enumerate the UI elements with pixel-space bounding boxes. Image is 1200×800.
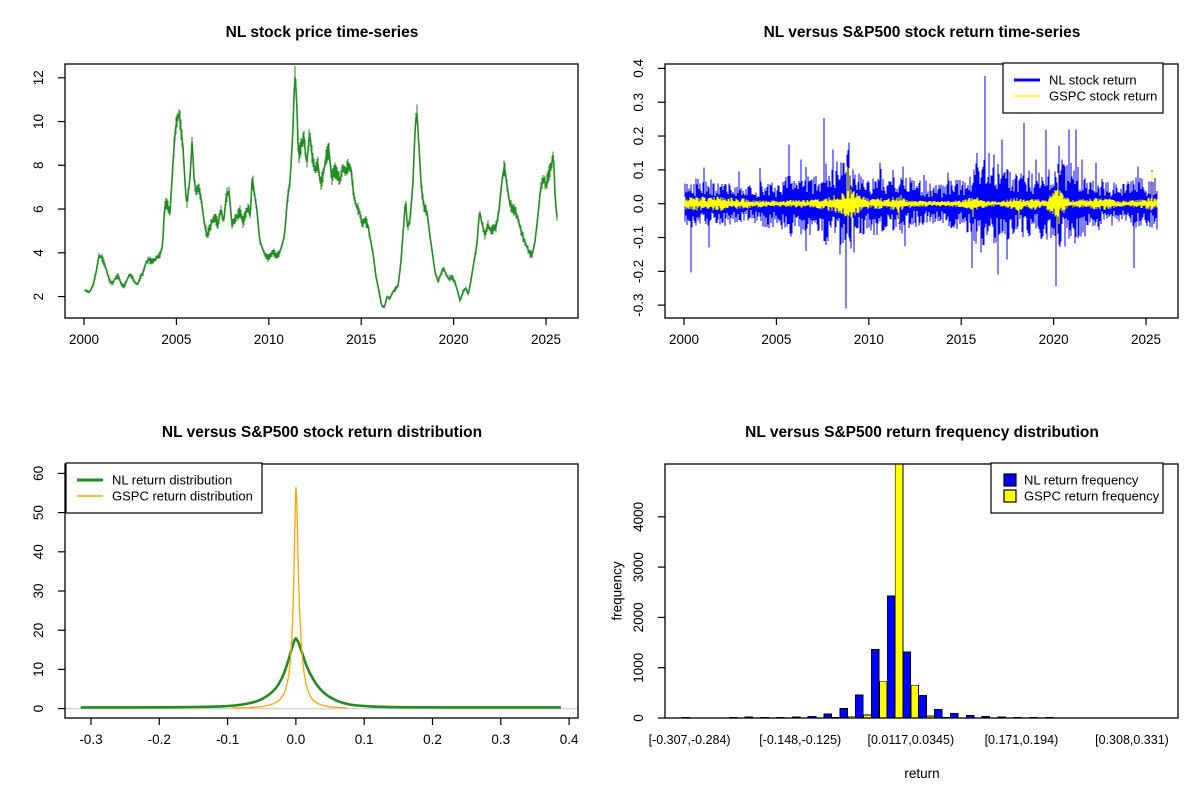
- svg-text:[-0.148,-0.125): [-0.148,-0.125): [759, 733, 841, 747]
- svg-text:0.3: 0.3: [491, 732, 510, 747]
- frequency-y-axis-label: frequency: [609, 561, 625, 621]
- distribution-chart-title: NL versus S&P500 stock return distributi…: [161, 424, 483, 441]
- svg-text:2000: 2000: [631, 602, 646, 632]
- price-series: [84, 66, 558, 309]
- plot-box: [664, 63, 1179, 319]
- bar-x-labels: [-0.307,-0.284) [-0.148,-0.125) [0.0117,0.…: [649, 733, 1169, 747]
- distribution-chart-panel: -0.3 -0.2 -0.1 0.0 0.1 0.2 0.3 0.4 0 10 20 30 40 50 60…: [0, 400, 600, 800]
- svg-text:20: 20: [31, 623, 46, 638]
- svg-text:2000: 2000: [69, 332, 99, 347]
- returns-chart-canvas: 2000 2005 2010 2015 2020 2025 -0.3 -0.2 -0.1 0.0 0…: [631, 59, 1179, 347]
- svg-text:0.4: 0.4: [631, 59, 646, 78]
- returns-chart-panel: 2000 2005 2010 2015 2020 2025 -0.3 -0.2 -0.1 0.0 0…: [600, 0, 1200, 400]
- svg-text:3000: 3000: [631, 552, 646, 582]
- svg-text:-0.2: -0.2: [631, 260, 646, 283]
- svg-text:[0.0117,0.0345): [0.0117,0.0345): [867, 733, 954, 747]
- frequency-x-axis-label: return: [904, 766, 940, 781]
- svg-text:40: 40: [31, 544, 46, 559]
- svg-text:2015: 2015: [946, 332, 976, 347]
- price-chart-canvas: 2000 2005 2010 2015 2020 2025 2 4 6 8 10 12: [31, 63, 579, 347]
- price-chart-title: NL stock price time-series: [225, 24, 419, 41]
- svg-text:-0.3: -0.3: [631, 294, 646, 317]
- frequency-chart-panel: [-0.307,-0.284) [-0.148,-0.125) [0.0117,0.…: [600, 400, 1200, 800]
- svg-text:0.2: 0.2: [631, 127, 646, 146]
- svg-text:2020: 2020: [1039, 332, 1069, 347]
- svg-text:0.4: 0.4: [560, 732, 579, 747]
- svg-text:GSPC return frequency: GSPC return frequency: [1024, 489, 1160, 504]
- svg-text:2005: 2005: [761, 332, 791, 347]
- svg-text:-0.3: -0.3: [79, 732, 102, 747]
- svg-text:30: 30: [31, 583, 46, 598]
- svg-text:1000: 1000: [631, 653, 646, 683]
- svg-text:4000: 4000: [631, 502, 646, 532]
- svg-text:60: 60: [31, 466, 46, 481]
- svg-text:0: 0: [31, 705, 46, 713]
- price-chart-panel: 2000 2005 2010 2015 2020 2025 2 4 6 8 10 12 NL stoc…: [0, 0, 600, 400]
- svg-text:10: 10: [31, 662, 46, 677]
- svg-text:NL return frequency: NL return frequency: [1024, 473, 1139, 488]
- svg-text:GSPC return distribution: GSPC return distribution: [112, 489, 253, 504]
- plot-box: [64, 63, 579, 319]
- svg-text:NL stock return: NL stock return: [1049, 73, 1137, 88]
- svg-text:-0.2: -0.2: [148, 732, 171, 747]
- frequency-chart-title: NL versus S&P500 return frequency distri…: [745, 424, 1099, 441]
- svg-text:0.0: 0.0: [631, 194, 646, 213]
- svg-text:0.2: 0.2: [423, 732, 442, 747]
- svg-text:2025: 2025: [1131, 332, 1161, 347]
- svg-text:2000: 2000: [669, 332, 699, 347]
- svg-text:50: 50: [31, 505, 46, 520]
- distribution-chart-canvas: -0.3 -0.2 -0.1 0.0 0.1 0.2 0.3 0.4 0 10 20 30 40 50 60…: [31, 462, 579, 747]
- svg-text:[0.308,0.331): [0.308,0.331): [1095, 733, 1169, 747]
- gspc-return-series: [684, 166, 1158, 236]
- svg-text:0.1: 0.1: [355, 732, 374, 747]
- svg-text:8: 8: [31, 162, 46, 170]
- svg-text:6: 6: [31, 205, 46, 213]
- returns-chart-title: NL versus S&P500 stock return time-serie…: [763, 24, 1081, 41]
- svg-text:2005: 2005: [161, 332, 191, 347]
- svg-text:2020: 2020: [439, 332, 469, 347]
- svg-text:10: 10: [31, 114, 46, 129]
- svg-text:4: 4: [31, 249, 46, 257]
- svg-text:GSPC stock return: GSPC stock return: [1049, 89, 1157, 104]
- svg-text:2010: 2010: [854, 332, 884, 347]
- svg-text:-0.1: -0.1: [631, 226, 646, 249]
- axes: 2000 2005 2010 2015 2020 2025 2 4 6 8 10 12: [31, 70, 561, 347]
- svg-text:2010: 2010: [254, 332, 284, 347]
- axes: 2000 2005 2010 2015 2020 2025 -0.3 -0.2 -0.1 0.0 0…: [631, 59, 1161, 347]
- svg-text:0.1: 0.1: [631, 160, 646, 179]
- svg-text:0: 0: [631, 714, 646, 722]
- svg-text:0.0: 0.0: [286, 732, 305, 747]
- axes: -0.3 -0.2 -0.1 0.0 0.1 0.2 0.3 0.4 0 10 20 30 40 50 60: [31, 466, 579, 747]
- svg-text:[0.171,0.194): [0.171,0.194): [985, 733, 1059, 747]
- gspc-density-curve: [230, 486, 348, 709]
- frequency-chart-canvas: [-0.307,-0.284) [-0.148,-0.125) [0.0117,0.…: [631, 462, 1179, 747]
- svg-text:12: 12: [31, 70, 46, 85]
- axes: 0 1000 2000 3000 4000: [631, 502, 665, 722]
- svg-text:2025: 2025: [531, 332, 561, 347]
- svg-text:NL return distribution: NL return distribution: [112, 473, 232, 488]
- svg-text:[-0.307,-0.284): [-0.307,-0.284): [649, 733, 731, 747]
- plot-box: [664, 463, 1179, 719]
- svg-text:0.3: 0.3: [631, 93, 646, 112]
- svg-text:-0.1: -0.1: [216, 732, 239, 747]
- nl-density-curve: [80, 637, 561, 709]
- svg-text:2: 2: [31, 293, 46, 301]
- svg-text:2015: 2015: [346, 332, 376, 347]
